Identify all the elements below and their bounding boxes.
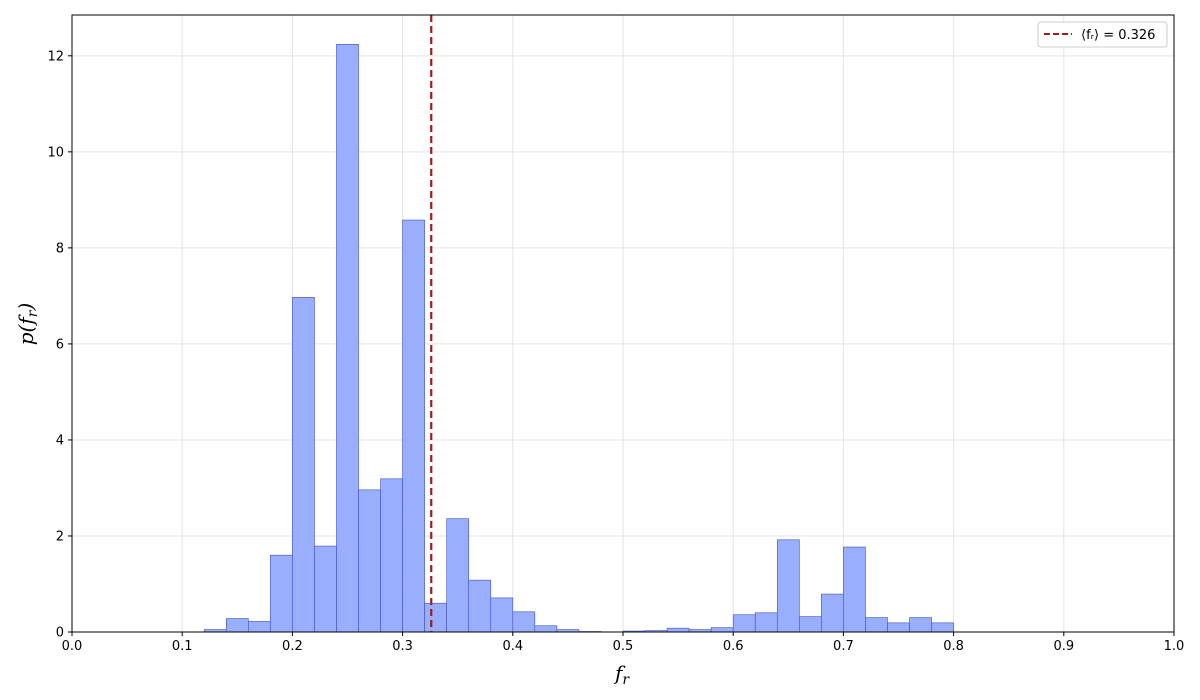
histogram-bar-4	[292, 297, 315, 633]
histogram-bar-10	[424, 602, 447, 633]
histogram-bar-3	[270, 554, 293, 633]
histogram-bar-6	[336, 43, 359, 633]
y-tick-label-3: 6	[56, 337, 64, 352]
histogram-bar-28	[821, 593, 844, 633]
x-tick-label-2: 0.2	[282, 639, 303, 654]
histogram-bar-23	[710, 627, 734, 633]
legend: ⟨fᵣ⟩ = 0.326	[1037, 21, 1168, 48]
x-tick-label-4: 0.4	[502, 639, 523, 654]
histogram-bar-11	[446, 518, 470, 633]
y-axis-label: p(fr)	[14, 303, 41, 346]
legend-box	[1037, 21, 1168, 48]
histogram-bar-21	[666, 627, 690, 633]
grid-lines	[71, 15, 1175, 633]
y-tick-label-4: 8	[56, 241, 64, 256]
histogram-bar-8	[380, 478, 403, 633]
histogram-bar-25	[754, 612, 778, 633]
x-tick-label-10: 1.0	[1164, 639, 1185, 654]
y-tick-label-0: 0	[56, 626, 64, 641]
legend-entry-mean: ⟨fᵣ⟩ = 0.326	[1081, 28, 1155, 43]
histogram-bar-2	[248, 621, 271, 633]
histogram-bar-32	[909, 617, 932, 633]
x-tick-label-1: 0.1	[172, 639, 193, 654]
y-axis-ticks: 0 2 4 6 8 10 12	[47, 49, 72, 641]
y-tick-label-1: 2	[56, 529, 64, 544]
histogram-bar-24	[732, 614, 756, 633]
x-tick-label-6: 0.6	[723, 639, 744, 654]
x-tick-label-9: 0.9	[1053, 639, 1074, 654]
histogram-bars	[203, 43, 954, 633]
histogram-bar-5	[314, 545, 337, 633]
histogram-bar-14	[512, 611, 536, 633]
histogram-bar-13	[490, 597, 514, 633]
histogram-bar-15	[534, 625, 558, 633]
x-tick-label-3: 0.3	[392, 639, 413, 654]
x-axis-ticks: 0.0 0.1 0.2 0.3 0.4 0.5 0.6 0.7 0.8 0.9 1.0	[62, 632, 1185, 654]
histogram-bar-29	[843, 546, 866, 633]
histogram-bar-26	[776, 539, 800, 633]
y-tick-label-2: 4	[56, 433, 64, 448]
histogram-bar-12	[468, 579, 492, 633]
x-tick-label-0: 0.0	[62, 639, 83, 654]
histogram-bar-1	[225, 618, 249, 633]
x-tick-label-8: 0.8	[943, 639, 964, 654]
x-tick-label-7: 0.7	[833, 639, 854, 654]
y-tick-label-5: 10	[47, 145, 64, 160]
histogram-bar-31	[887, 622, 910, 633]
histogram-bar-9	[402, 219, 425, 633]
histogram-bar-7	[358, 489, 381, 633]
x-axis-label: fr	[613, 661, 630, 688]
histogram-bar-33	[931, 622, 954, 633]
y-tick-label-6: 12	[47, 49, 64, 64]
x-tick-label-5: 0.5	[613, 639, 634, 654]
histogram-bar-30	[865, 617, 888, 633]
histogram-bar-27	[799, 616, 822, 633]
